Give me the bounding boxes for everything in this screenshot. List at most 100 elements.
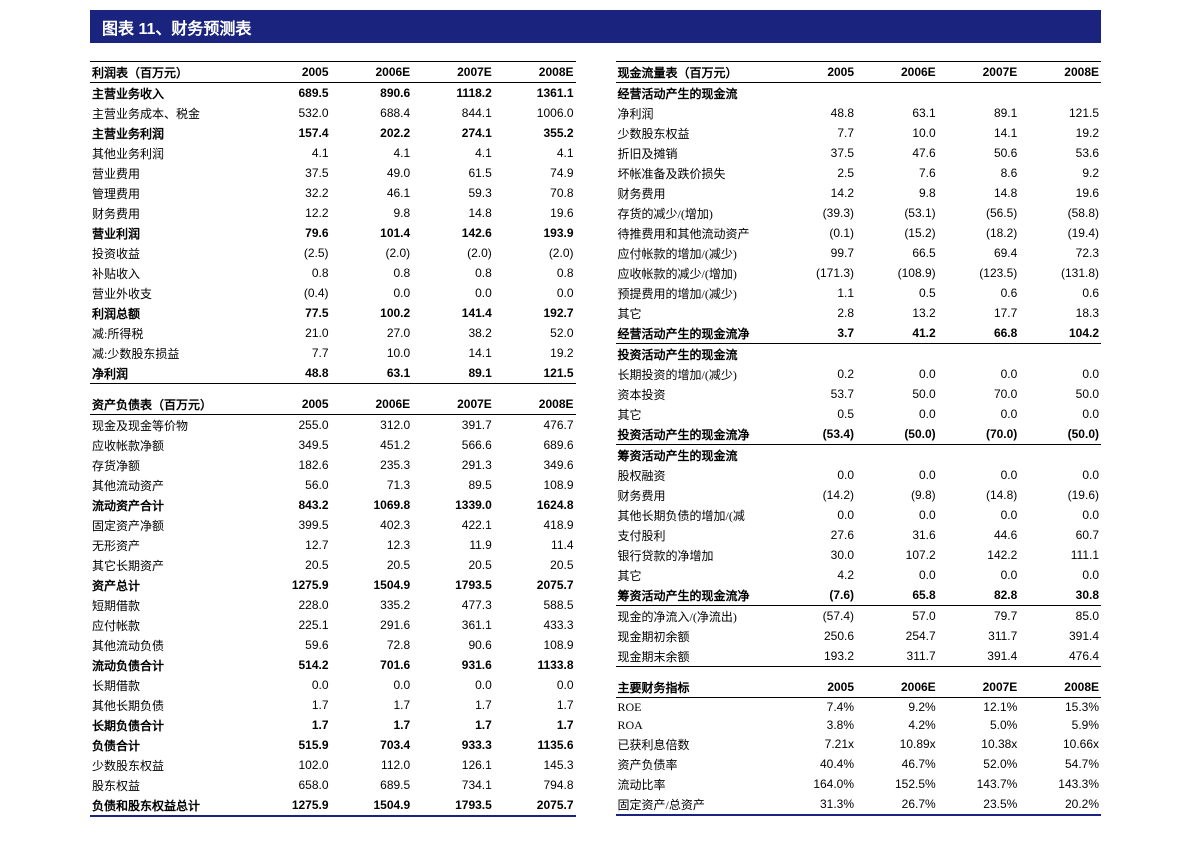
- cell-value: 164.0%: [774, 774, 856, 794]
- table-row: 其它0.50.00.00.0: [616, 404, 1102, 424]
- cell-value: 0.0: [494, 675, 576, 695]
- cell-value: 44.6: [938, 525, 1020, 545]
- table-row: 财务费用12.29.814.819.6: [90, 203, 576, 223]
- table-row: 经营活动产生的现金流净3.741.266.8104.2: [616, 323, 1102, 344]
- table-row: 管理费用32.246.159.370.8: [90, 183, 576, 203]
- cell-value: (70.0): [938, 424, 1020, 445]
- cell-value: 26.7%: [856, 794, 938, 815]
- cell-value: 50.0: [1019, 384, 1101, 404]
- row-label: 应收帐款的减少/(增加): [616, 263, 775, 283]
- row-label: 其它长期资产: [90, 555, 249, 575]
- cell-value: 402.3: [331, 515, 413, 535]
- cell-value: [774, 83, 856, 104]
- cell-value: 3.8%: [774, 716, 856, 734]
- cell-value: 0.6: [938, 283, 1020, 303]
- cell-value: 0.0: [938, 505, 1020, 525]
- cell-value: 9.8: [856, 183, 938, 203]
- cell-value: 46.7%: [856, 754, 938, 774]
- table-row: 利润总额77.5100.2141.4192.7: [90, 303, 576, 323]
- cell-value: (58.8): [1019, 203, 1101, 223]
- financial-forecast-page: 图表 11、财务预测表 利润表（百万元）20052006E2007E2008E主…: [0, 0, 1191, 868]
- cell-value: 515.9: [249, 735, 331, 755]
- table-row: 流动负债合计514.2701.6931.61133.8: [90, 655, 576, 675]
- row-label: 折旧及摊销: [616, 143, 775, 163]
- row-label: 应付帐款: [90, 615, 249, 635]
- table-row: 资产总计1275.91504.91793.52075.7: [90, 575, 576, 595]
- year-header: 2005: [774, 677, 856, 698]
- cell-value: [856, 83, 938, 104]
- cell-value: 72.8: [331, 635, 413, 655]
- cell-value: 9.2%: [856, 698, 938, 717]
- cell-value: 1275.9: [249, 575, 331, 595]
- cell-value: 47.6: [856, 143, 938, 163]
- page-title-bar: 图表 11、财务预测表: [90, 10, 1101, 43]
- cell-value: 0.2: [774, 364, 856, 384]
- cell-value: 107.2: [856, 545, 938, 565]
- cell-value: 0.0: [1019, 404, 1101, 424]
- cell-value: 566.6: [412, 435, 494, 455]
- row-label: 现金期初余额: [616, 626, 775, 646]
- cell-value: 52.0: [494, 323, 576, 343]
- cell-value: 79.6: [249, 223, 331, 243]
- table-row: 主营业务利润157.4202.2274.1355.2: [90, 123, 576, 143]
- table-title: 主要财务指标: [616, 677, 775, 698]
- cell-value: 89.1: [938, 103, 1020, 123]
- table-row: 股权融资0.00.00.00.0: [616, 465, 1102, 485]
- table-row: 无形资产12.712.311.911.4: [90, 535, 576, 555]
- cell-value: 4.1: [331, 143, 413, 163]
- cell-value: 193.9: [494, 223, 576, 243]
- cell-value: (2.0): [412, 243, 494, 263]
- cell-value: 48.8: [249, 363, 331, 384]
- year-header: 2008E: [1019, 62, 1101, 83]
- row-label: 投资活动产生的现金流: [616, 344, 775, 365]
- table-row: 长期负债合计1.71.71.71.7: [90, 715, 576, 735]
- cell-value: (2.0): [331, 243, 413, 263]
- cell-value: 31.6: [856, 525, 938, 545]
- table-row: 其它4.20.00.00.0: [616, 565, 1102, 585]
- year-header: 2007E: [938, 677, 1020, 698]
- cell-value: 23.5%: [938, 794, 1020, 815]
- cell-value: 361.1: [412, 615, 494, 635]
- table-row: 其它2.813.217.718.3: [616, 303, 1102, 323]
- cell-value: 126.1: [412, 755, 494, 775]
- table-row: 折旧及摊销37.547.650.653.6: [616, 143, 1102, 163]
- cell-value: 9.8: [331, 203, 413, 223]
- cell-value: 1.7: [249, 715, 331, 735]
- cell-value: (14.2): [774, 485, 856, 505]
- cell-value: 20.5: [412, 555, 494, 575]
- cell-value: 85.0: [1019, 606, 1101, 627]
- year-header: 2008E: [494, 62, 576, 83]
- cell-value: 60.7: [1019, 525, 1101, 545]
- cell-value: (50.0): [1019, 424, 1101, 445]
- row-label: 股权融资: [616, 465, 775, 485]
- table-row: 银行贷款的净增加30.0107.2142.2111.1: [616, 545, 1102, 565]
- cell-value: 422.1: [412, 515, 494, 535]
- cell-value: [1019, 445, 1101, 466]
- cell-value: 7.21x: [774, 734, 856, 754]
- table-row: ROE7.4%9.2%12.1%15.3%: [616, 698, 1102, 717]
- cell-value: 7.6: [856, 163, 938, 183]
- cell-value: (108.9): [856, 263, 938, 283]
- table-row: 净利润48.863.189.1121.5: [90, 363, 576, 384]
- cell-value: 349.5: [249, 435, 331, 455]
- cell-value: 0.6: [1019, 283, 1101, 303]
- row-label: 坏帐准备及跌价损失: [616, 163, 775, 183]
- cell-value: (57.4): [774, 606, 856, 627]
- cell-value: 588.5: [494, 595, 576, 615]
- row-label: 经营活动产生的现金流净: [616, 323, 775, 344]
- right-column: 现金流量表（百万元）20052006E2007E2008E经营活动产生的现金流净…: [616, 61, 1102, 827]
- cell-value: 101.4: [331, 223, 413, 243]
- row-label: 少数股东权益: [616, 123, 775, 143]
- cell-value: 1504.9: [331, 575, 413, 595]
- cell-value: 0.5: [856, 283, 938, 303]
- cell-value: (50.0): [856, 424, 938, 445]
- cell-value: (171.3): [774, 263, 856, 283]
- row-label: 资产总计: [90, 575, 249, 595]
- table-row: 现金期初余额250.6254.7311.7391.4: [616, 626, 1102, 646]
- row-label: 现金期末余额: [616, 646, 775, 667]
- cell-value: 77.5: [249, 303, 331, 323]
- cell-value: 2.8: [774, 303, 856, 323]
- cell-value: 102.0: [249, 755, 331, 775]
- cell-value: 53.6: [1019, 143, 1101, 163]
- row-label: 已获利息倍数: [616, 734, 775, 754]
